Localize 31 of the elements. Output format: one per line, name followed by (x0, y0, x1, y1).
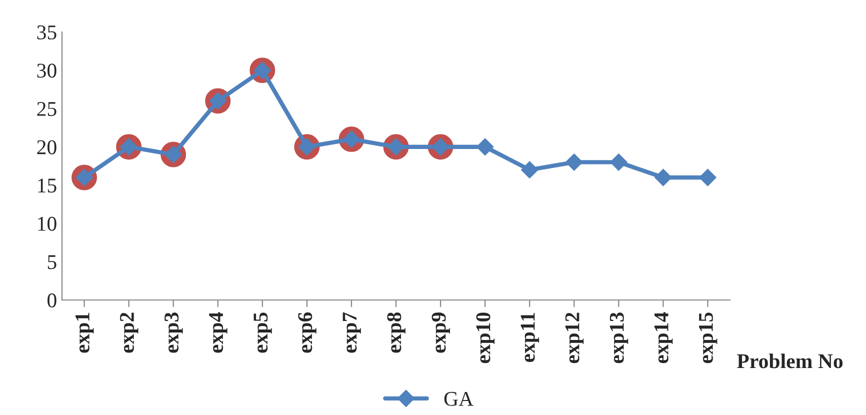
x-tick-label: exp6 (298, 312, 316, 353)
y-tick-label: 25 (37, 102, 56, 116)
point (521, 161, 538, 178)
x-tick-label: exp1 (76, 312, 94, 353)
x-tick-label: exp8 (387, 312, 406, 353)
x-tick-label: exp14 (654, 312, 673, 364)
x-tick-label: exp10 (476, 312, 495, 364)
point (654, 168, 672, 186)
x-tick-label: exp12 (565, 312, 584, 364)
x-tick-label: exp11 (520, 312, 540, 362)
point (476, 138, 494, 156)
y-tick-label: 30 (37, 64, 56, 78)
y-tick-label: 0 (48, 293, 56, 308)
point (610, 154, 628, 171)
y-tick-label: 5 (48, 255, 56, 270)
x-tick-label: exp13 (610, 312, 628, 364)
x-tick-label: exp15 (698, 312, 718, 364)
x-tick-label: exp3 (164, 312, 183, 353)
x-tick-label: exp4 (209, 312, 228, 353)
point (699, 168, 716, 186)
x-tick-label: exp7 (342, 312, 361, 353)
x-axis-title: Problem No (737, 354, 843, 368)
x-tick-label: exp9 (432, 312, 450, 353)
y-tick-label: 15 (38, 178, 56, 193)
legend-label: GA (444, 392, 474, 406)
y-tick-label: 10 (38, 216, 56, 231)
point (566, 154, 583, 171)
y-tick-label: 20 (37, 140, 56, 154)
y-tick-label: 35 (37, 25, 56, 40)
x-tick-label: exp5 (254, 312, 272, 353)
x-tick-label: exp2 (120, 312, 138, 353)
